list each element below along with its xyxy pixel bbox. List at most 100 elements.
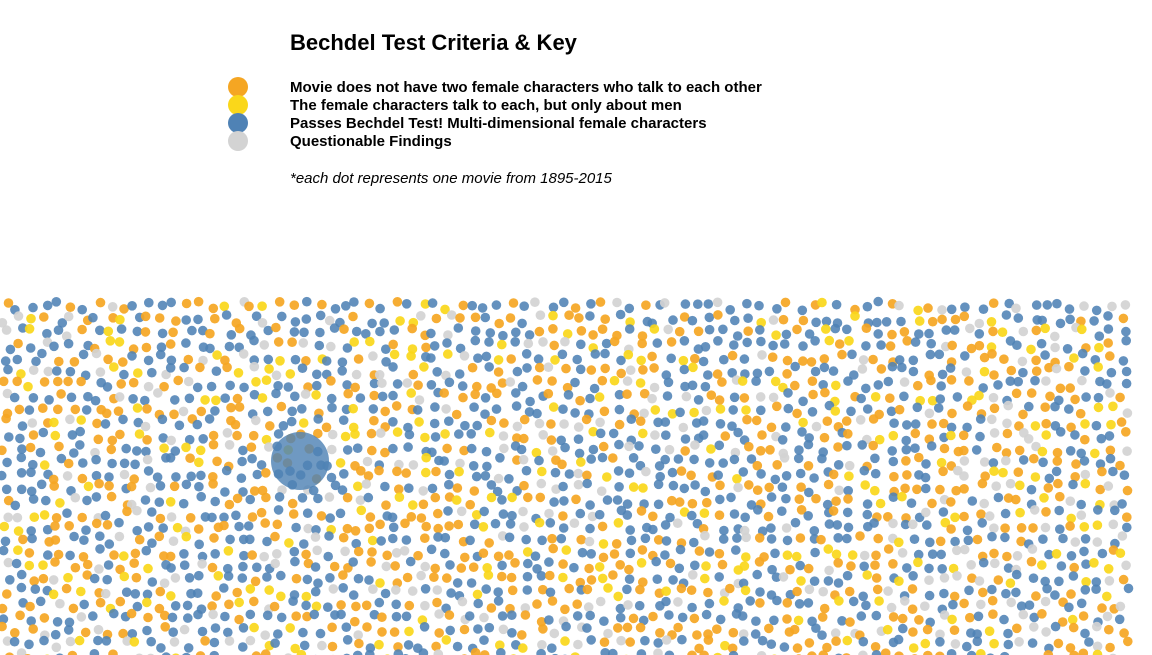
movie-dot-passes[interactable] (426, 328, 436, 339)
movie-dot-fails[interactable] (728, 627, 739, 638)
movie-dot-passes[interactable] (1001, 588, 1011, 599)
movie-dot-passes[interactable] (999, 614, 1009, 625)
movie-dot-fails[interactable] (1026, 556, 1037, 567)
movie-dot-passes[interactable] (341, 301, 351, 311)
movie-dot-passes[interactable] (677, 612, 688, 623)
movie-dot-fails[interactable] (39, 613, 50, 623)
movie-dot-passes[interactable] (1066, 551, 1077, 561)
movie-dot-passes[interactable] (342, 445, 353, 455)
movie-dot-passes[interactable] (533, 354, 544, 364)
movie-dot-questionable[interactable] (62, 471, 73, 481)
movie-dot-questionable[interactable] (362, 456, 373, 467)
movie-dot-only-about-men[interactable] (739, 561, 750, 571)
movie-dot-passes[interactable] (770, 474, 781, 485)
movie-dot-passes[interactable] (297, 404, 307, 414)
movie-dot-fails[interactable] (951, 485, 961, 496)
movie-dot-passes[interactable] (330, 480, 341, 491)
movie-dot-passes[interactable] (1001, 310, 1012, 320)
movie-dot-only-about-men[interactable] (285, 623, 296, 633)
movie-dot-fails[interactable] (455, 313, 465, 323)
movie-dot-passes[interactable] (388, 443, 398, 454)
movie-dot-passes[interactable] (651, 444, 661, 454)
movie-dot-fails[interactable] (433, 523, 444, 534)
movie-dot-fails[interactable] (380, 406, 391, 417)
movie-dot-only-about-men[interactable] (914, 316, 925, 326)
movie-dot-passes[interactable] (140, 395, 150, 406)
movie-dot-only-about-men[interactable] (1039, 493, 1049, 503)
movie-dot-fails[interactable] (101, 408, 112, 419)
movie-dot-passes[interactable] (925, 349, 936, 360)
movie-dot-questionable[interactable] (624, 441, 634, 452)
movie-dot-fails[interactable] (493, 367, 504, 377)
movie-dot-passes[interactable] (521, 349, 532, 359)
movie-dot-questionable[interactable] (1029, 505, 1040, 515)
movie-dot-only-about-men[interactable] (823, 544, 834, 554)
movie-dot-questionable[interactable] (505, 377, 516, 387)
movie-dot-questionable[interactable] (1031, 441, 1041, 452)
movie-dot-fails[interactable] (209, 533, 219, 543)
movie-dot-passes[interactable] (16, 582, 27, 593)
movie-dot-passes[interactable] (468, 461, 479, 471)
movie-dot-passes[interactable] (886, 406, 897, 417)
movie-dot-fails[interactable] (159, 610, 170, 621)
movie-dot-fails[interactable] (757, 430, 767, 440)
movie-dot-questionable[interactable] (142, 454, 153, 465)
movie-dot-passes[interactable] (206, 381, 217, 392)
movie-dot-passes[interactable] (1011, 587, 1021, 598)
movie-dot-questionable[interactable] (377, 378, 387, 388)
movie-dot-passes[interactable] (311, 525, 321, 535)
movie-dot-passes[interactable] (843, 485, 853, 496)
movie-dot-fails[interactable] (479, 650, 490, 655)
movie-dot-only-about-men[interactable] (796, 576, 806, 586)
movie-dot-questionable[interactable] (811, 421, 822, 432)
movie-dot-questionable[interactable] (222, 428, 233, 438)
movie-dot-passes[interactable] (781, 471, 792, 481)
movie-dot-questionable[interactable] (859, 550, 870, 561)
movie-dot-only-about-men[interactable] (834, 596, 844, 606)
movie-dot-fails[interactable] (493, 551, 504, 562)
movie-dot-passes[interactable] (772, 304, 782, 314)
movie-dot-fails[interactable] (211, 591, 221, 601)
movie-dot-fails[interactable] (1040, 402, 1050, 412)
movie-dot-fails[interactable] (1070, 472, 1080, 482)
movie-dot-fails[interactable] (782, 598, 793, 608)
movie-dot-passes[interactable] (1080, 585, 1091, 595)
movie-dot-passes[interactable] (1114, 614, 1125, 625)
movie-dot-fails[interactable] (988, 298, 999, 308)
movie-dot-passes[interactable] (622, 584, 632, 595)
movie-dot-fails[interactable] (977, 478, 988, 489)
movie-dot-passes[interactable] (401, 299, 412, 309)
movie-dot-passes[interactable] (178, 498, 189, 509)
movie-dot-only-about-men[interactable] (602, 472, 612, 482)
movie-dot-only-about-men[interactable] (365, 336, 375, 347)
movie-dot-passes[interactable] (349, 297, 359, 307)
movie-dot-fails[interactable] (1069, 650, 1079, 655)
movie-dot-passes[interactable] (367, 318, 377, 329)
movie-dot-fails[interactable] (717, 377, 727, 387)
movie-dot-passes[interactable] (1103, 324, 1114, 334)
movie-dot-passes[interactable] (315, 327, 325, 338)
movie-dot-fails[interactable] (1014, 445, 1025, 456)
movie-dot-passes[interactable] (342, 380, 352, 390)
movie-dot-fails[interactable] (611, 539, 622, 549)
movie-dot-questionable[interactable] (457, 596, 468, 607)
movie-dot-passes[interactable] (653, 479, 664, 490)
movie-dot-passes[interactable] (689, 537, 699, 548)
movie-dot-passes[interactable] (849, 370, 859, 380)
movie-dot-fails[interactable] (807, 651, 817, 655)
movie-dot-fails[interactable] (413, 380, 423, 390)
movie-dot-passes[interactable] (798, 341, 808, 351)
movie-dot-only-about-men[interactable] (715, 404, 726, 414)
movie-dot-passes[interactable] (1028, 573, 1039, 583)
movie-dot-questionable[interactable] (1079, 301, 1089, 311)
movie-dot-passes[interactable] (777, 506, 787, 516)
movie-dot-fails[interactable] (819, 354, 830, 364)
movie-dot-only-about-men[interactable] (159, 443, 169, 453)
movie-dot-passes[interactable] (262, 572, 272, 582)
movie-dot-passes[interactable] (971, 445, 982, 455)
movie-dot-passes[interactable] (323, 551, 334, 562)
movie-dot-passes[interactable] (104, 539, 115, 549)
movie-dot-only-about-men[interactable] (1093, 362, 1103, 372)
movie-dot-only-about-men[interactable] (166, 591, 176, 601)
movie-dot-fails[interactable] (947, 340, 957, 351)
